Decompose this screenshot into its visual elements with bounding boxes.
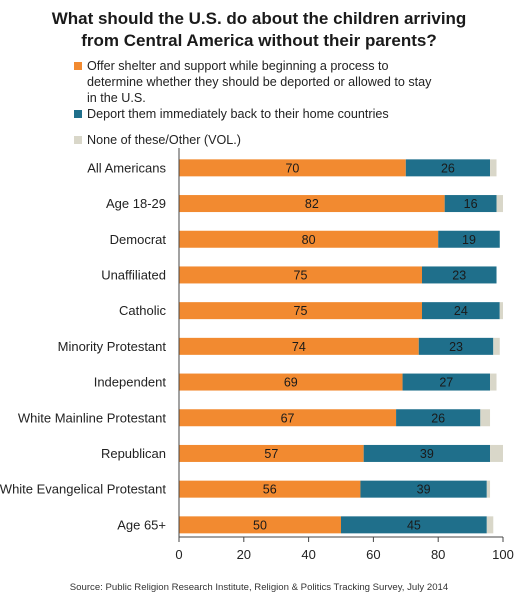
data-label-deport-white-mainline-protestant: 26 — [431, 411, 445, 425]
data-label-offer-shelter-minority-protestant: 74 — [292, 340, 306, 354]
x-tick-label-40: 40 — [301, 547, 315, 562]
data-label-offer-shelter-age-18-29: 82 — [305, 197, 319, 211]
data-label-offer-shelter-white-mainline-protestant: 67 — [281, 411, 295, 425]
x-tick-label-100: 100 — [492, 547, 514, 562]
bar-none-republican — [490, 444, 503, 462]
legend-item-offer-shelter: Offer shelter and support while beginnin… — [74, 58, 434, 106]
legend-swatch-none — [74, 136, 82, 144]
bar-offer-shelter-all-americans — [179, 159, 406, 177]
legend-swatch-offer-shelter — [74, 62, 82, 70]
bar-offer-shelter-republican — [179, 444, 364, 462]
data-label-deport-republican: 39 — [420, 447, 434, 461]
data-label-offer-shelter-age-65: 50 — [253, 518, 267, 532]
legend-item-none: None of these/Other (VOL.) — [74, 132, 514, 148]
bar-offer-shelter-catholic — [179, 302, 422, 320]
bar-deport-catholic — [422, 302, 500, 320]
bar-none-white-mainline-protestant — [480, 409, 491, 427]
data-label-deport-unaffiliated: 23 — [452, 268, 466, 282]
source-note: Source: Public Religion Research Institu… — [69, 582, 449, 593]
bar-none-white-evangelical-protestant — [486, 480, 491, 498]
bar-offer-shelter-unaffiliated — [179, 266, 422, 284]
category-label-age-18-29: Age 18-29 — [106, 196, 166, 211]
legend-label-deport: Deport them immediately back to their ho… — [87, 107, 389, 121]
legend-label-none: None of these/Other (VOL.) — [87, 133, 241, 147]
data-label-deport-minority-protestant: 23 — [449, 340, 463, 354]
legend: Offer shelter and support while beginnin… — [74, 58, 514, 148]
bar-offer-shelter-age-18-29 — [179, 195, 445, 213]
data-label-deport-democrat: 19 — [462, 233, 476, 247]
category-label-age-65: Age 65+ — [117, 517, 166, 532]
x-tick-label-80: 80 — [431, 547, 445, 562]
bar-deport-age-65 — [341, 516, 487, 534]
bar-deport-republican — [363, 444, 491, 462]
bar-deport-white-mainline-protestant — [396, 409, 481, 427]
data-label-deport-independent: 27 — [439, 376, 453, 390]
bar-deport-all-americans — [405, 159, 491, 177]
bar-offer-shelter-white-mainline-protestant — [179, 409, 397, 427]
data-label-deport-all-americans: 26 — [441, 161, 455, 175]
bar-offer-shelter-minority-protestant — [179, 337, 419, 355]
bar-deport-unaffiliated — [422, 266, 497, 284]
legend-item-deport: Deport them immediately back to their ho… — [74, 106, 514, 122]
bar-offer-shelter-white-evangelical-protestant — [179, 480, 361, 498]
bar-none-all-americans — [490, 159, 497, 177]
x-tick-label-20: 20 — [237, 547, 251, 562]
bar-deport-minority-protestant — [418, 337, 494, 355]
bar-deport-age-18-29 — [444, 195, 497, 213]
data-label-offer-shelter-democrat: 80 — [302, 233, 316, 247]
bar-none-age-65 — [486, 516, 494, 534]
data-label-offer-shelter-unaffiliated: 75 — [294, 268, 308, 282]
bar-none-catholic — [499, 302, 503, 320]
data-label-offer-shelter-catholic: 75 — [294, 304, 308, 318]
category-label-all-americans: All Americans — [87, 160, 166, 175]
category-label-minority-protestant: Minority Protestant — [58, 339, 167, 354]
data-label-deport-white-evangelical-protestant: 39 — [417, 483, 431, 497]
category-label-unaffiliated: Unaffiliated — [101, 267, 166, 282]
data-label-offer-shelter-white-evangelical-protestant: 56 — [263, 483, 277, 497]
legend-label-offer-shelter: Offer shelter and support while beginnin… — [87, 59, 432, 105]
bar-none-minority-protestant — [493, 337, 500, 355]
category-label-catholic: Catholic — [119, 303, 166, 318]
bar-none-age-18-29 — [496, 195, 503, 213]
category-label-white-mainline-protestant: White Mainline Protestant — [18, 410, 167, 425]
category-label-independent: Independent — [94, 375, 167, 390]
data-label-offer-shelter-all-americans: 70 — [285, 161, 299, 175]
x-tick-label-60: 60 — [366, 547, 380, 562]
data-label-deport-catholic: 24 — [454, 304, 468, 318]
data-label-deport-age-18-29: 16 — [464, 197, 478, 211]
bar-deport-independent — [402, 373, 491, 391]
bar-offer-shelter-age-65 — [179, 516, 341, 534]
x-tick-label-0: 0 — [175, 547, 182, 562]
bar-offer-shelter-independent — [179, 373, 403, 391]
category-label-republican: Republican — [101, 446, 166, 461]
bar-none-independent — [490, 373, 497, 391]
category-label-white-evangelical-protestant: White Evangelical Protestant — [0, 482, 166, 497]
bar-offer-shelter-democrat — [179, 230, 439, 248]
bar-deport-democrat — [438, 230, 500, 248]
chart-title-line-2: from Central America without their paren… — [81, 31, 437, 50]
legend-swatch-deport — [74, 110, 82, 118]
bar-deport-white-evangelical-protestant — [360, 480, 487, 498]
data-label-offer-shelter-independent: 69 — [284, 376, 298, 390]
chart-title-line-1: What should the U.S. do about the childr… — [51, 9, 467, 28]
category-label-democrat: Democrat — [110, 232, 167, 247]
data-label-deport-age-65: 45 — [407, 518, 421, 532]
data-label-offer-shelter-republican: 57 — [264, 447, 278, 461]
chart-title: What should the U.S. do about the childr… — [0, 8, 518, 52]
